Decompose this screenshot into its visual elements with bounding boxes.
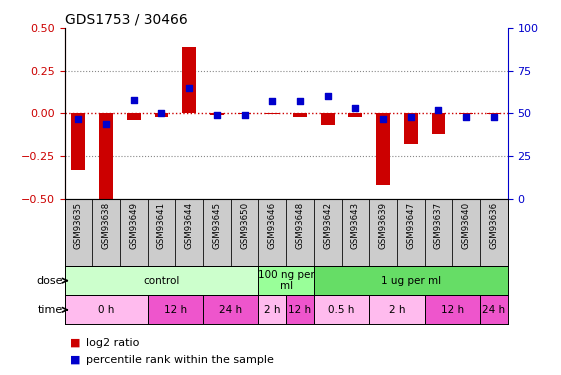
Point <box>296 99 305 105</box>
FancyBboxPatch shape <box>175 199 203 266</box>
FancyBboxPatch shape <box>425 295 480 324</box>
Bar <box>487 113 501 114</box>
Point <box>379 116 388 122</box>
FancyBboxPatch shape <box>480 295 508 324</box>
Text: GSM93646: GSM93646 <box>268 202 277 249</box>
Text: GSM93641: GSM93641 <box>157 202 166 249</box>
Text: GSM93647: GSM93647 <box>406 202 415 249</box>
Text: GSM93650: GSM93650 <box>240 202 249 249</box>
Bar <box>348 113 362 117</box>
FancyBboxPatch shape <box>425 199 452 266</box>
Text: GSM93639: GSM93639 <box>379 202 388 249</box>
Text: GSM93645: GSM93645 <box>213 202 222 249</box>
Text: ■: ■ <box>70 355 81 365</box>
Bar <box>431 113 445 134</box>
FancyBboxPatch shape <box>148 199 175 266</box>
Point <box>434 107 443 113</box>
FancyBboxPatch shape <box>314 295 369 324</box>
Text: 1 ug per ml: 1 ug per ml <box>381 276 441 286</box>
Text: ■: ■ <box>70 338 81 348</box>
Text: GSM93642: GSM93642 <box>323 202 332 249</box>
FancyBboxPatch shape <box>452 199 480 266</box>
Text: 100 ng per
ml: 100 ng per ml <box>257 270 315 291</box>
Bar <box>376 113 390 185</box>
Point <box>157 110 166 116</box>
Point <box>323 93 332 99</box>
Bar <box>71 113 85 170</box>
FancyBboxPatch shape <box>397 199 425 266</box>
Point <box>489 114 498 120</box>
Text: GSM93638: GSM93638 <box>102 202 111 249</box>
FancyBboxPatch shape <box>65 295 148 324</box>
Text: 0.5 h: 0.5 h <box>328 305 355 315</box>
FancyBboxPatch shape <box>369 199 397 266</box>
Text: GDS1753 / 30466: GDS1753 / 30466 <box>65 13 187 27</box>
Text: GSM93636: GSM93636 <box>489 202 498 249</box>
Point <box>268 99 277 105</box>
Text: 12 h: 12 h <box>164 305 187 315</box>
Bar <box>459 113 473 114</box>
Text: GSM93635: GSM93635 <box>74 202 83 249</box>
Point <box>406 114 415 120</box>
Text: 0 h: 0 h <box>98 305 114 315</box>
FancyBboxPatch shape <box>369 295 425 324</box>
Point <box>240 112 249 118</box>
Text: GSM93643: GSM93643 <box>351 202 360 249</box>
FancyBboxPatch shape <box>342 199 369 266</box>
FancyBboxPatch shape <box>286 295 314 324</box>
FancyBboxPatch shape <box>259 266 314 295</box>
Text: 2 h: 2 h <box>264 305 280 315</box>
Point <box>213 112 222 118</box>
Bar <box>210 113 224 115</box>
FancyBboxPatch shape <box>92 199 120 266</box>
FancyBboxPatch shape <box>203 199 231 266</box>
Bar <box>321 113 334 125</box>
Bar <box>265 113 279 114</box>
Text: log2 ratio: log2 ratio <box>86 338 139 348</box>
FancyBboxPatch shape <box>314 266 508 295</box>
FancyBboxPatch shape <box>231 199 259 266</box>
Text: GSM93640: GSM93640 <box>462 202 471 249</box>
Bar <box>238 113 251 114</box>
FancyBboxPatch shape <box>65 266 259 295</box>
FancyBboxPatch shape <box>148 295 203 324</box>
FancyBboxPatch shape <box>259 295 286 324</box>
Bar <box>127 113 141 120</box>
Text: control: control <box>143 276 180 286</box>
FancyBboxPatch shape <box>286 199 314 266</box>
Text: time: time <box>38 305 63 315</box>
Text: 24 h: 24 h <box>482 305 505 315</box>
Text: 2 h: 2 h <box>389 305 405 315</box>
Text: GSM93648: GSM93648 <box>296 202 305 249</box>
Text: percentile rank within the sample: percentile rank within the sample <box>86 355 274 365</box>
FancyBboxPatch shape <box>314 199 342 266</box>
Text: 12 h: 12 h <box>288 305 311 315</box>
Bar <box>293 113 307 117</box>
Point <box>102 121 111 127</box>
Bar <box>182 47 196 113</box>
Text: 24 h: 24 h <box>219 305 242 315</box>
Text: GSM93644: GSM93644 <box>185 202 194 249</box>
Bar <box>154 113 168 117</box>
Text: 12 h: 12 h <box>441 305 464 315</box>
FancyBboxPatch shape <box>203 295 259 324</box>
FancyBboxPatch shape <box>480 199 508 266</box>
Bar <box>99 113 113 202</box>
Point <box>351 105 360 111</box>
Point <box>74 116 83 122</box>
Point <box>129 97 138 103</box>
Text: dose: dose <box>36 276 63 286</box>
Bar <box>404 113 418 144</box>
Point <box>462 114 471 120</box>
FancyBboxPatch shape <box>120 199 148 266</box>
Text: GSM93649: GSM93649 <box>129 202 138 249</box>
Point <box>185 85 194 91</box>
FancyBboxPatch shape <box>259 199 286 266</box>
FancyBboxPatch shape <box>65 199 92 266</box>
Text: GSM93637: GSM93637 <box>434 202 443 249</box>
